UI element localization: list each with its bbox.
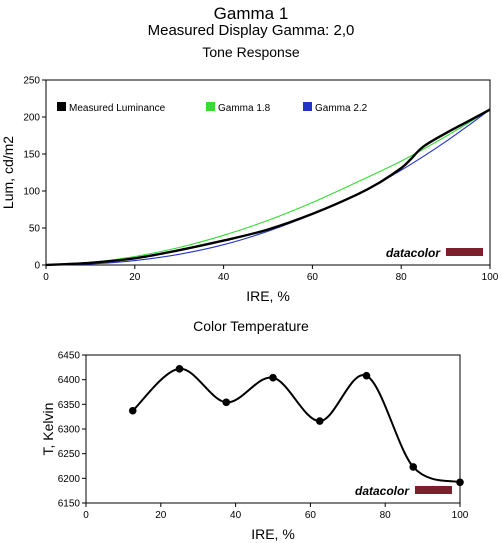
ct-y-tick-label: 6400 <box>58 375 81 386</box>
tone-y-tick-label: 150 <box>23 150 40 161</box>
ct-data-point <box>269 373 277 382</box>
tone-plot-frame <box>45 79 491 266</box>
tone-x-tick-label: 0 <box>43 272 49 283</box>
tone-legend-label: Measured Luminance <box>69 103 166 114</box>
ct-logo-bar <box>415 486 452 494</box>
color-temperature-chart: 0 20 40 60 80 100 6150 6200 6250 6300 6350 6400 6450… <box>40 351 469 543</box>
ct-y-tick-label: 6450 <box>58 351 81 362</box>
ct-y-tick-label: 6250 <box>58 449 81 460</box>
ct-x-tick-label: 80 <box>380 510 392 521</box>
ct-y-tick-label: 6350 <box>58 400 81 411</box>
ct-x-axis-label: IRE, % <box>251 526 295 542</box>
ct-data-point <box>128 406 137 415</box>
tone-x-axis-label: IRE, % <box>246 288 290 304</box>
ct-y-tick-label: 6150 <box>58 499 81 510</box>
tone-response-chart: 0 20 40 60 80 100 0 50 100 150 200 250 IRE, % Lum, cd… <box>0 76 499 305</box>
ct-x-tick-label: 0 <box>83 510 89 521</box>
color-temp-chart-title: Color Temperature <box>193 318 309 334</box>
tone-y-tick-label: 0 <box>34 261 40 272</box>
ct-data-point <box>362 371 371 380</box>
tone-chart-title: Tone Response <box>202 44 300 60</box>
ct-x-tick-label: 40 <box>230 510 242 521</box>
ct-x-tick-label: 100 <box>452 510 469 521</box>
tone-x-tick-label: 100 <box>482 272 499 283</box>
ct-y-tick-label: 6300 <box>58 425 81 436</box>
ct-series-line <box>132 367 461 484</box>
ct-data-point <box>175 365 184 373</box>
tone-legend-swatch <box>57 102 66 111</box>
ct-data-point <box>222 398 231 407</box>
tone-x-tick-label: 60 <box>307 272 319 283</box>
tone-series-line <box>45 108 491 267</box>
tone-series-line <box>45 109 491 266</box>
tone-x-tick-label: 20 <box>129 272 141 283</box>
tone-logo-bar <box>446 248 483 256</box>
ct-datacolor-logo: datacolor <box>355 484 410 498</box>
tone-legend-swatch <box>303 102 312 111</box>
tone-y-axis-label: Lum, cd/m2 <box>0 136 16 209</box>
tone-datacolor-logo: datacolor <box>386 246 441 260</box>
ct-x-tick-label: 60 <box>305 510 317 521</box>
tone-y-tick-label: 100 <box>23 187 40 198</box>
ct-data-point <box>409 463 418 471</box>
tone-x-tick-label: 80 <box>396 272 408 283</box>
tone-legend-label: Gamma 2.2 <box>315 103 368 114</box>
ct-x-tick-label: 20 <box>155 510 167 521</box>
tone-x-tick-label: 40 <box>218 272 230 283</box>
tone-y-tick-label: 200 <box>23 113 40 124</box>
page-title: Gamma 1 <box>213 4 289 23</box>
tone-legend-label: Gamma 1.8 <box>218 103 271 114</box>
tone-y-tick-label: 250 <box>23 76 40 87</box>
tone-y-tick-label: 50 <box>29 224 41 235</box>
ct-data-point <box>315 417 324 425</box>
page-subtitle: Measured Display Gamma: 2,0 <box>147 22 355 39</box>
ct-y-tick-label: 6200 <box>58 474 81 485</box>
ct-y-axis-label: T, Kelvin <box>40 403 56 456</box>
ct-data-point <box>456 478 464 487</box>
tone-legend-swatch <box>206 102 215 111</box>
